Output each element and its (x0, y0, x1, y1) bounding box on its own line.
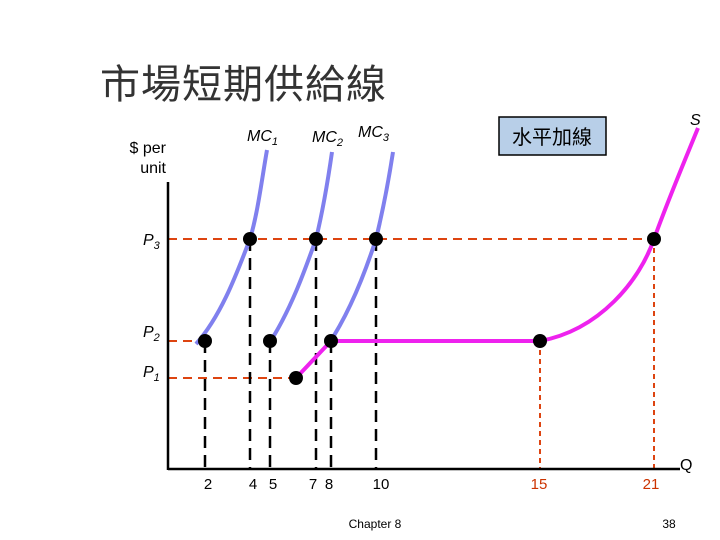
point-mc2-p2 (263, 334, 277, 348)
supply-curve (294, 127, 700, 380)
y-axis-label: $ per (130, 140, 167, 157)
point-mc1-p3 (243, 232, 257, 246)
point-mc1-p2 (198, 334, 212, 348)
y-axis-label-line2: unit (140, 160, 166, 177)
price-label-p3: P3 (143, 232, 161, 252)
callout-text: 水平加線 (512, 125, 592, 149)
mc3-label: MC3 (358, 124, 390, 144)
supply-label: S (690, 112, 701, 129)
x-tick-15: 15 (531, 476, 548, 493)
x-axis-label: Q (680, 457, 692, 474)
point-supply-p3 (647, 232, 661, 246)
x-tick-8: 8 (325, 476, 333, 493)
mc2-label: MC2 (312, 129, 343, 149)
point-mc3-p2 (324, 334, 338, 348)
footer-page-number: 38 (662, 517, 676, 531)
mc1-curve (194, 149, 269, 346)
point-supply-p1 (289, 371, 303, 385)
footer-chapter: Chapter 8 (349, 517, 402, 531)
mc2-curve (266, 151, 334, 347)
mc1-label: MC1 (247, 128, 278, 148)
x-tick-2: 2 (204, 476, 212, 493)
x-tick-4: 4 (249, 476, 257, 493)
slide-title: 市場短期供給線 (100, 62, 387, 108)
price-label-p2: P2 (143, 324, 160, 344)
point-mc3-p3 (369, 232, 383, 246)
point-mc2-p3 (309, 232, 323, 246)
price-label-p1: P1 (143, 364, 160, 384)
x-tick-5: 5 (269, 476, 277, 493)
x-tick-7: 7 (309, 476, 317, 493)
point-supply-p2 (533, 334, 547, 348)
mc3-curve (326, 151, 395, 347)
x-tick-21: 21 (643, 476, 660, 493)
callout-box (498, 116, 607, 156)
x-tick-10: 10 (373, 476, 390, 493)
